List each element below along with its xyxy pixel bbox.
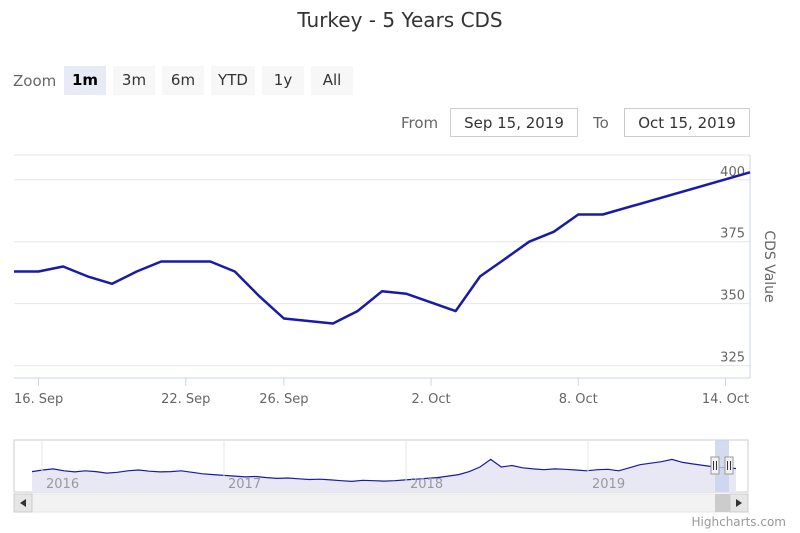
scrollbar-thumb [715,494,730,512]
navigator-handle-right[interactable] [724,456,734,475]
scrollbar-track [13,493,749,513]
credits-link[interactable]: Highcharts.com [691,515,786,529]
from-date-input[interactable]: Sep 15, 2019 [450,108,578,137]
scrollbar-right-button[interactable] [729,493,749,513]
x-tick-label-4: 8. Oct [559,392,598,407]
navigator-year-label-2019: 2019 [592,477,625,492]
scrollbar-left-button[interactable] [13,493,33,513]
y-tick-label-350: 350 [720,289,745,304]
navigator-year-label-2018: 2018 [410,477,443,492]
navigator-area [32,459,736,492]
x-tick-label-3: 2. Oct [412,392,451,407]
x-tick-label-5: 14. Oct [702,392,749,407]
navigator-handle-left[interactable] [710,456,720,475]
zoom-1y-button[interactable]: 1y [262,66,304,95]
x-tick-label-1: 22. Sep [161,392,210,407]
series-line [14,171,751,325]
series-layer [14,171,751,325]
from-label: From [401,114,439,132]
zoom-6m-button[interactable]: 6m [162,66,204,95]
to-label: To [593,114,609,132]
navigator-year-label-2016: 2016 [46,477,79,492]
handle-body [724,456,734,475]
grid-lines [14,154,750,367]
x-tick-label-2: 26. Sep [259,392,308,407]
x-tick-label-0: 16. Sep [14,392,63,407]
navigator-series [31,458,737,483]
navigator[interactable]: 2016 2017 2018 2019 [13,439,749,513]
chart-title: Turkey - 5 Years CDS [297,8,503,32]
handle-body [710,456,720,475]
zoom-all-button[interactable]: All [311,66,353,95]
arrow-right-icon [736,499,742,507]
y-tick-label-325: 325 [720,351,745,366]
y-tick-label-375: 375 [720,227,745,242]
arrow-left-icon [20,499,26,507]
to-date-input[interactable]: Oct 15, 2019 [624,108,750,137]
zoom-3m-button[interactable]: 3m [113,66,155,95]
navigator-year-label-2017: 2017 [228,477,261,492]
zoom-ytd-button[interactable]: YTD [211,66,255,95]
zoom-label: Zoom [13,72,57,90]
y-axis-title: CDS Value [761,230,777,302]
navigator-selection [715,440,729,492]
zoom-1m-button[interactable]: 1m [64,66,106,95]
